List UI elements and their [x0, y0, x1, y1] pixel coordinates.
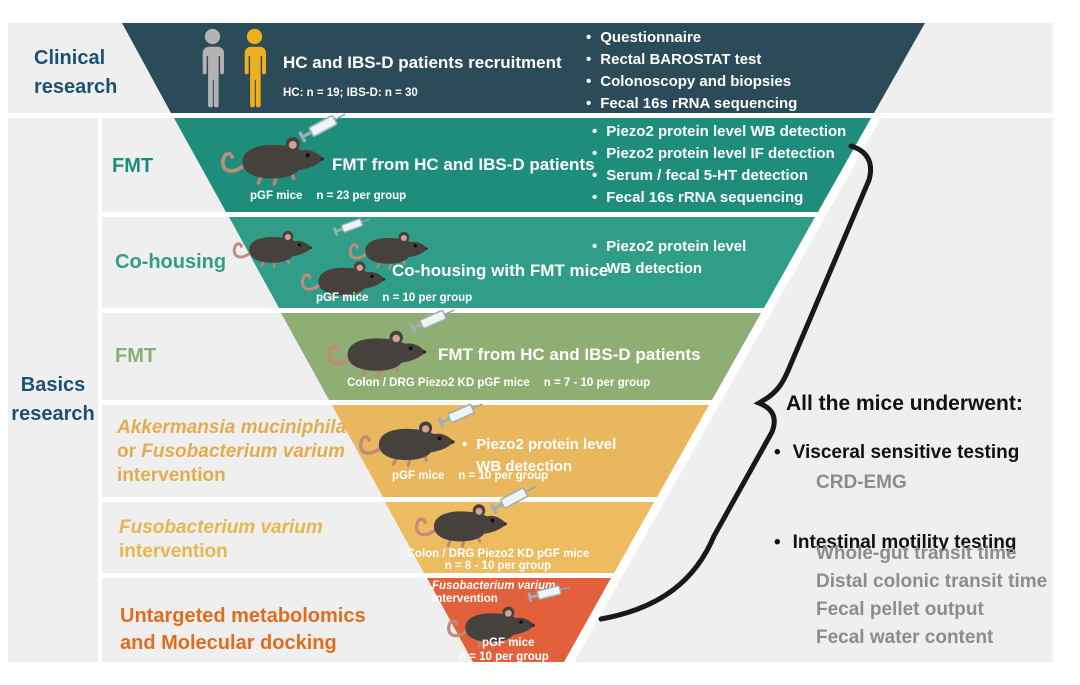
- row-label-fmt-1: FMT: [112, 155, 154, 177]
- right-heading: All the mice underwent:: [786, 392, 1023, 415]
- sub-item: Distal colonic transit time: [816, 571, 1048, 592]
- row-label-fmt-2: FMT: [115, 345, 157, 367]
- label-line: or Fusobacterium varium: [117, 440, 346, 464]
- list-item-text: Piezo2 protein level WB detection: [606, 238, 747, 277]
- list-item-text: Serum / fecal 5-HT detection: [606, 167, 808, 184]
- list-item: Piezo2 protein level WB detection: [592, 121, 846, 143]
- right-group2-items: Whole-gut transit time Distal colonic tr…: [816, 540, 1047, 652]
- row-label-metabolomics: Untargeted metabolomics and Molecular do…: [120, 603, 366, 657]
- caption-right: n = 10 per group: [382, 292, 473, 304]
- basics-label-line1: Basics: [20, 374, 86, 396]
- list-item: Piezo2 protein level IF detection: [592, 143, 846, 165]
- label-species: Fusobacterium varium: [141, 441, 346, 462]
- band-fusobacterium: [385, 502, 654, 573]
- list-item-text: Rectal BAROSTAT test: [600, 51, 762, 68]
- sub-item: Whole-gut transit time: [816, 543, 1017, 564]
- fusobacterium-caption: Colon / DRG Piezo2 KD pGF mice n = 8 - 1…: [398, 548, 598, 572]
- akkermansia-caption: pGF mice n = 10 per group: [392, 470, 548, 482]
- recruitment-bullets: Questionnaire Rectal BAROSTAT test Colon…: [586, 27, 797, 115]
- row-label-cohousing: Co-housing: [115, 251, 227, 273]
- label-or: or: [117, 441, 142, 462]
- metabolomics-band-text: Fusobacterium varium intervention: [432, 580, 555, 606]
- sub-item: CRD-EMG: [816, 472, 907, 493]
- label-line: and Molecular docking: [120, 632, 337, 654]
- list-item: Colonoscopy and biopsies: [586, 71, 797, 93]
- list-item: Fecal 16s rRNA sequencing: [592, 187, 846, 209]
- group-title-text: Visceral sensitive testing: [792, 442, 1020, 463]
- akkermansia-bullets: Piezo2 protein level WB detection: [462, 434, 630, 478]
- label-line: Untargeted metabolomics: [120, 605, 366, 627]
- caption-line1: Colon / DRG Piezo2 KD pGF mice: [406, 548, 590, 560]
- cohousing-bullets: Piezo2 protein level WB detection: [592, 236, 757, 280]
- sub-item: Fecal pellet output: [816, 599, 984, 620]
- right-group2-title: Intestinal motility testing: [774, 532, 1080, 554]
- list-item: Serum / fecal 5-HT detection: [592, 165, 846, 187]
- list-item: Questionnaire: [586, 27, 797, 49]
- list-item-text: Fecal 16s rRNA sequencing: [600, 95, 798, 112]
- list-item: Piezo2 protein level WB detection: [462, 434, 630, 478]
- list-item: Piezo2 protein level WB detection: [592, 236, 757, 280]
- metabolomics-caption1: pGF mice: [482, 637, 535, 649]
- clinical-label-line2: research: [34, 76, 118, 98]
- list-item-text: Piezo2 protein level IF detection: [606, 145, 835, 162]
- right-group1-items: CRD-EMG: [816, 469, 907, 497]
- fmt2-title: FMT from HC and IBS-D patients: [438, 345, 701, 364]
- clinical-label-line1: Clinical: [34, 47, 106, 69]
- caption-left: pGF mice: [392, 470, 445, 482]
- caption-line2: n = 8 - 10 per group: [444, 560, 552, 572]
- caption-left: Colon / DRG Piezo2 KD pGF mice: [347, 377, 530, 389]
- list-item-text: Questionnaire: [600, 29, 702, 46]
- sub-item: Fecal water content: [816, 627, 994, 648]
- list-item: Fecal 16s rRNA sequencing: [586, 93, 797, 115]
- basics-label-line2: research: [11, 403, 95, 425]
- fmt1-bullets: Piezo2 protein level WB detection Piezo2…: [592, 121, 846, 209]
- label-line: intervention: [119, 541, 228, 562]
- label-line: Fusobacterium varium: [119, 517, 323, 538]
- caption-right: n = 7 - 10 per group: [543, 377, 651, 389]
- list-item-text: Piezo2 protein level WB detection: [606, 123, 847, 140]
- clinical-research-label: Clinical research: [34, 44, 117, 102]
- list-item: Rectal BAROSTAT test: [586, 49, 797, 71]
- row-label-fusobacterium: Fusobacterium varium intervention: [119, 516, 323, 564]
- label-line: intervention: [117, 465, 226, 486]
- band-text-line2: intervention: [432, 593, 498, 605]
- fmt2-caption: Colon / DRG Piezo2 KD pGF mice n = 7 - 10…: [347, 377, 650, 389]
- cohousing-caption: pGF mice n = 10 per group: [316, 292, 472, 304]
- fmt1-caption: pGF mice n = 23 per group: [250, 190, 406, 202]
- row-label-akkermansia: Akkermansia muciniphila or Fusobacterium…: [117, 416, 346, 488]
- list-item-text: Fecal 16s rRNA sequencing: [606, 189, 804, 206]
- recruitment-subtitle: HC: n = 19; IBS-D: n = 30: [283, 87, 418, 99]
- label-line: Akkermansia muciniphila: [117, 417, 347, 438]
- recruitment-title: HC and IBS-D patients recruitment: [283, 53, 562, 72]
- group-title-text: Intestinal motility testing: [792, 532, 1017, 553]
- list-item-text: Piezo2 protein level WB detection: [476, 436, 617, 475]
- cohousing-title: Co-housing with FMT mice: [392, 261, 609, 280]
- caption-right: n = 10 per group: [458, 470, 549, 482]
- metabolomics-caption2: n = 10 per group: [459, 651, 549, 663]
- basics-column-panel: [8, 118, 98, 662]
- right-group1-title: Visceral sensitive testing: [774, 442, 1080, 464]
- caption-left: pGF mice: [316, 292, 369, 304]
- fmt1-title: FMT from HC and IBS-D patients: [332, 155, 595, 174]
- basics-research-label: Basics research: [8, 371, 98, 429]
- caption-left: pGF mice: [250, 190, 303, 202]
- list-item-text: Colonoscopy and biopsies: [600, 73, 792, 90]
- band-text-line1: Fusobacterium varium: [432, 580, 556, 592]
- caption-right: n = 23 per group: [316, 190, 407, 202]
